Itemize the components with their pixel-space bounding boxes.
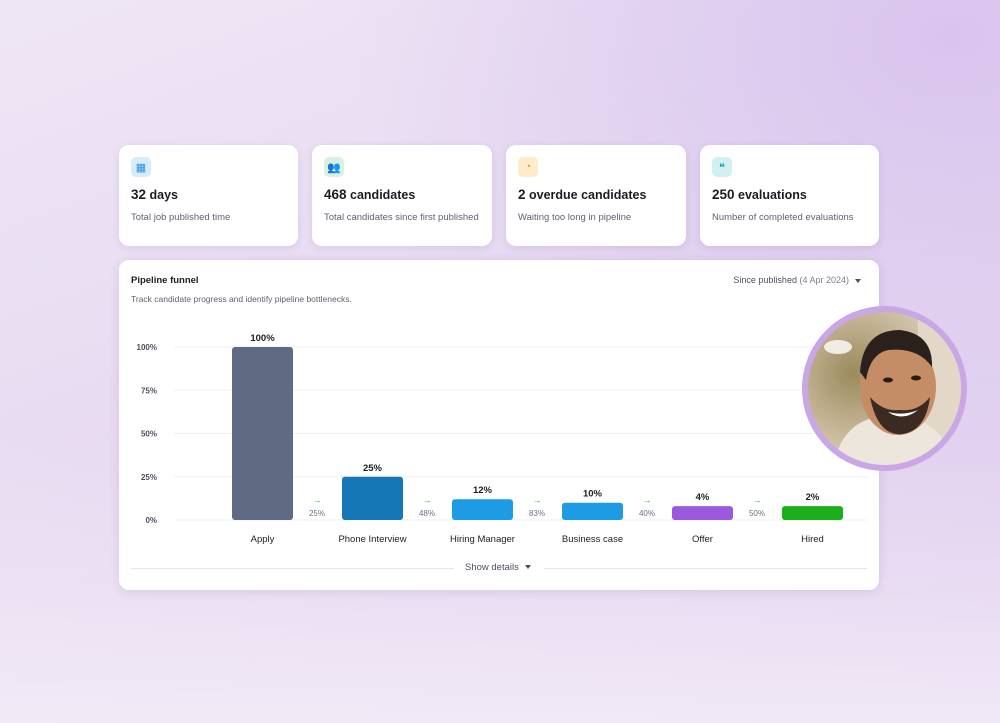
conversion-rate: 40% xyxy=(639,509,655,518)
stat-value: 250 xyxy=(712,187,735,202)
thumbs-icon: ❝ xyxy=(712,157,732,177)
arrow-right-icon: → xyxy=(313,495,322,505)
category-label: Hired xyxy=(801,534,824,545)
panel-title: Pipeline funnel xyxy=(131,275,199,286)
bar-value-label: 12% xyxy=(473,485,493,496)
arrow-right-icon: → xyxy=(533,495,542,505)
stat-heading: 250 evaluations xyxy=(712,187,867,202)
stat-description: Waiting too long in pipeline xyxy=(518,212,632,223)
conversion-rate: 48% xyxy=(419,509,435,518)
stat-unit: candidates xyxy=(350,188,416,202)
bar-value-label: 100% xyxy=(250,333,275,344)
stat-value: 2 xyxy=(518,187,526,202)
show-details-label: Show details xyxy=(465,562,519,573)
arrow-right-icon: → xyxy=(643,495,652,505)
arrow-right-icon: → xyxy=(753,495,762,505)
bar-value-label: 2% xyxy=(806,492,820,503)
category-label: Hiring Manager xyxy=(450,534,515,545)
bar-apply xyxy=(232,347,293,520)
bar-value-label: 4% xyxy=(696,492,710,503)
stat-card: ▦ 32 days Total job published time xyxy=(119,145,298,246)
funnel-chart: 0% 25% 50% 75% 100% 100% Apply 25% Phone Intervi… xyxy=(137,333,867,545)
bar-hired xyxy=(782,506,843,520)
show-details-button[interactable]: Show details xyxy=(465,562,531,573)
bar-hiring-manager xyxy=(452,499,513,520)
divider xyxy=(544,568,867,569)
stat-description: Number of completed evaluations xyxy=(712,212,854,223)
conversion-rate: 50% xyxy=(749,509,765,518)
caret-down-icon xyxy=(855,278,861,283)
bar-value-label: 10% xyxy=(583,489,603,500)
filter-date: (4 Apr 2024) xyxy=(799,275,849,285)
y-tick-label: 100% xyxy=(137,343,157,352)
avatar xyxy=(802,306,967,471)
category-label: Apply xyxy=(251,534,275,545)
arrow-right-icon: → xyxy=(423,495,432,505)
category-label: Phone Interview xyxy=(338,534,406,545)
y-tick-label: 0% xyxy=(145,516,157,525)
stat-description: Total candidates since first published xyxy=(324,212,479,223)
stat-description: Total job published time xyxy=(131,212,231,223)
overdue-user-icon: ◔ xyxy=(518,157,538,177)
calendar-icon: ▦ xyxy=(131,157,151,177)
stat-heading: 468 candidates xyxy=(324,187,480,202)
stat-unit: overdue candidates xyxy=(529,188,647,202)
bar-value-label: 25% xyxy=(363,463,383,474)
stat-card: 👥 468 candidates Total candidates since … xyxy=(312,145,492,246)
filter-label: Since published xyxy=(733,275,797,285)
bar-business-case xyxy=(562,502,623,520)
panel-subtitle: Track candidate progress and identify pi… xyxy=(131,294,352,304)
candidate-photo xyxy=(808,312,961,465)
category-label: Business case xyxy=(562,534,623,545)
y-tick-label: 75% xyxy=(141,386,157,395)
stat-card: ◔ 2 overdue candidates Waiting too long … xyxy=(506,145,686,246)
stat-heading: 2 overdue candidates xyxy=(518,187,674,202)
details-toggle-row: Show details xyxy=(131,560,867,576)
conversion-rate: 83% xyxy=(529,509,545,518)
bar-phone-interview xyxy=(342,476,403,520)
pipeline-funnel-panel: 0% 25% 50% 75% 100% 100% Apply 25% Phone Intervi… xyxy=(119,260,879,590)
stat-value: 32 xyxy=(131,187,147,202)
y-tick-label: 50% xyxy=(141,430,157,439)
stat-value: 468 xyxy=(324,187,347,202)
y-tick-label: 25% xyxy=(141,473,157,482)
divider xyxy=(131,568,454,569)
users-icon: 👥 xyxy=(324,157,344,177)
conversion-rate: 25% xyxy=(309,509,325,518)
stat-unit: evaluations xyxy=(738,188,807,202)
bar-offer xyxy=(672,506,733,520)
stat-heading: 32 days xyxy=(131,187,286,202)
stat-card: ❝ 250 evaluations Number of completed ev… xyxy=(700,145,879,246)
date-filter-dropdown[interactable]: Since published (4 Apr 2024) xyxy=(733,275,861,285)
stat-unit: days xyxy=(149,188,179,202)
category-label: Offer xyxy=(692,534,713,545)
caret-down-icon xyxy=(524,565,531,570)
